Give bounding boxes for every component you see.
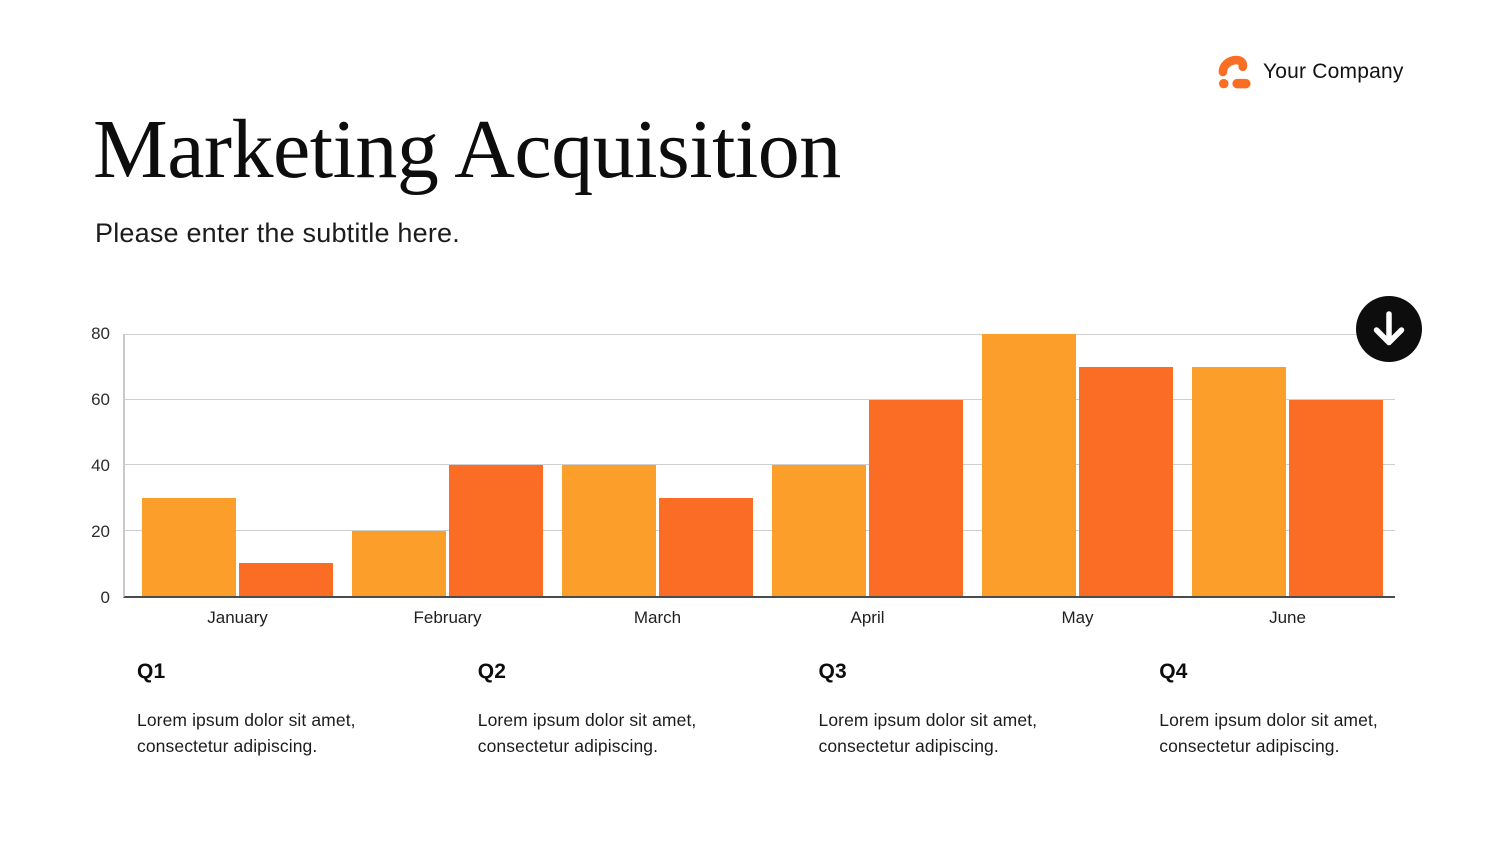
gridline <box>125 334 1395 335</box>
brand: Your Company <box>1216 52 1404 92</box>
bar-april-series-1 <box>772 465 866 596</box>
y-tick-label: 0 <box>100 588 110 607</box>
page-title: Marketing Acquisition <box>93 103 841 196</box>
quarter-q3: Q3 Lorem ipsum dolor sit amet, consectet… <box>819 660 1060 760</box>
y-tick-label: 80 <box>91 324 110 343</box>
quarter-q2: Q2 Lorem ipsum dolor sit amet, consectet… <box>478 660 719 760</box>
bar-january-series-1 <box>142 497 236 596</box>
down-arrow-button[interactable] <box>1354 294 1424 364</box>
bar-group-march: March <box>562 334 753 627</box>
quarter-q4: Q4 Lorem ipsum dolor sit amet, consectet… <box>1159 660 1400 760</box>
bar-february-series-2 <box>449 465 543 596</box>
x-axis-label: March <box>633 608 682 627</box>
x-axis-label: February <box>413 608 482 627</box>
bar-chart: 0 20 40 60 80 January February March April May Ju… <box>0 325 1500 627</box>
bar-group-january: January <box>142 334 333 627</box>
quarter-label: Q4 <box>1159 660 1188 683</box>
bar-march-series-1 <box>562 465 656 596</box>
page-subtitle: Please enter the subtitle here. <box>95 218 460 248</box>
x-axis-label: May <box>1061 608 1094 627</box>
y-tick-label: 20 <box>91 522 110 541</box>
bar-group-february: February <box>352 334 543 627</box>
y-axis: 0 20 40 60 80 <box>0 325 116 606</box>
bar-group-june: June <box>1192 334 1383 627</box>
quarter-body: Lorem ipsum dolor sit amet, consectetur … <box>1159 710 1378 756</box>
plot-area: January February March April May June <box>123 334 1395 627</box>
x-axis-label: January <box>207 608 268 627</box>
quarter-label: Q3 <box>818 660 847 683</box>
gridline <box>125 464 1395 465</box>
bar-june-series-1 <box>1192 366 1286 596</box>
quarter-notes: Q1 Lorem ipsum dolor sit amet, consectet… <box>137 660 1400 760</box>
bar-january-series-2 <box>239 563 333 596</box>
bar-june-series-2 <box>1289 399 1383 596</box>
down-arrow-icon <box>1356 296 1422 362</box>
y-tick-label: 40 <box>91 456 110 475</box>
x-axis-label: June <box>1269 608 1306 627</box>
y-tick-label: 60 <box>91 390 110 409</box>
quarter-body: Lorem ipsum dolor sit amet, consectetur … <box>137 710 356 756</box>
bar-group-april: April <box>772 334 963 627</box>
bar-may-series-1 <box>982 334 1076 596</box>
bar-april-series-2 <box>869 399 963 596</box>
quarter-label: Q1 <box>137 660 166 683</box>
x-axis-label: April <box>850 608 885 627</box>
bar-group-may: May <box>982 334 1173 627</box>
quarter-q1: Q1 Lorem ipsum dolor sit amet, consectet… <box>137 660 378 760</box>
company-logo-icon <box>1216 52 1254 92</box>
quarter-body: Lorem ipsum dolor sit amet, consectetur … <box>477 710 697 756</box>
gridline <box>125 398 1395 400</box>
quarter-label: Q2 <box>477 660 507 683</box>
bar-february-series-1 <box>352 530 446 596</box>
bar-march-series-2 <box>659 497 753 596</box>
company-name: Your Company <box>1263 60 1404 83</box>
bar-may-series-2 <box>1079 366 1173 596</box>
gridline <box>125 529 1395 531</box>
quarter-body: Lorem ipsum dolor sit amet, consectetur … <box>818 710 1038 756</box>
